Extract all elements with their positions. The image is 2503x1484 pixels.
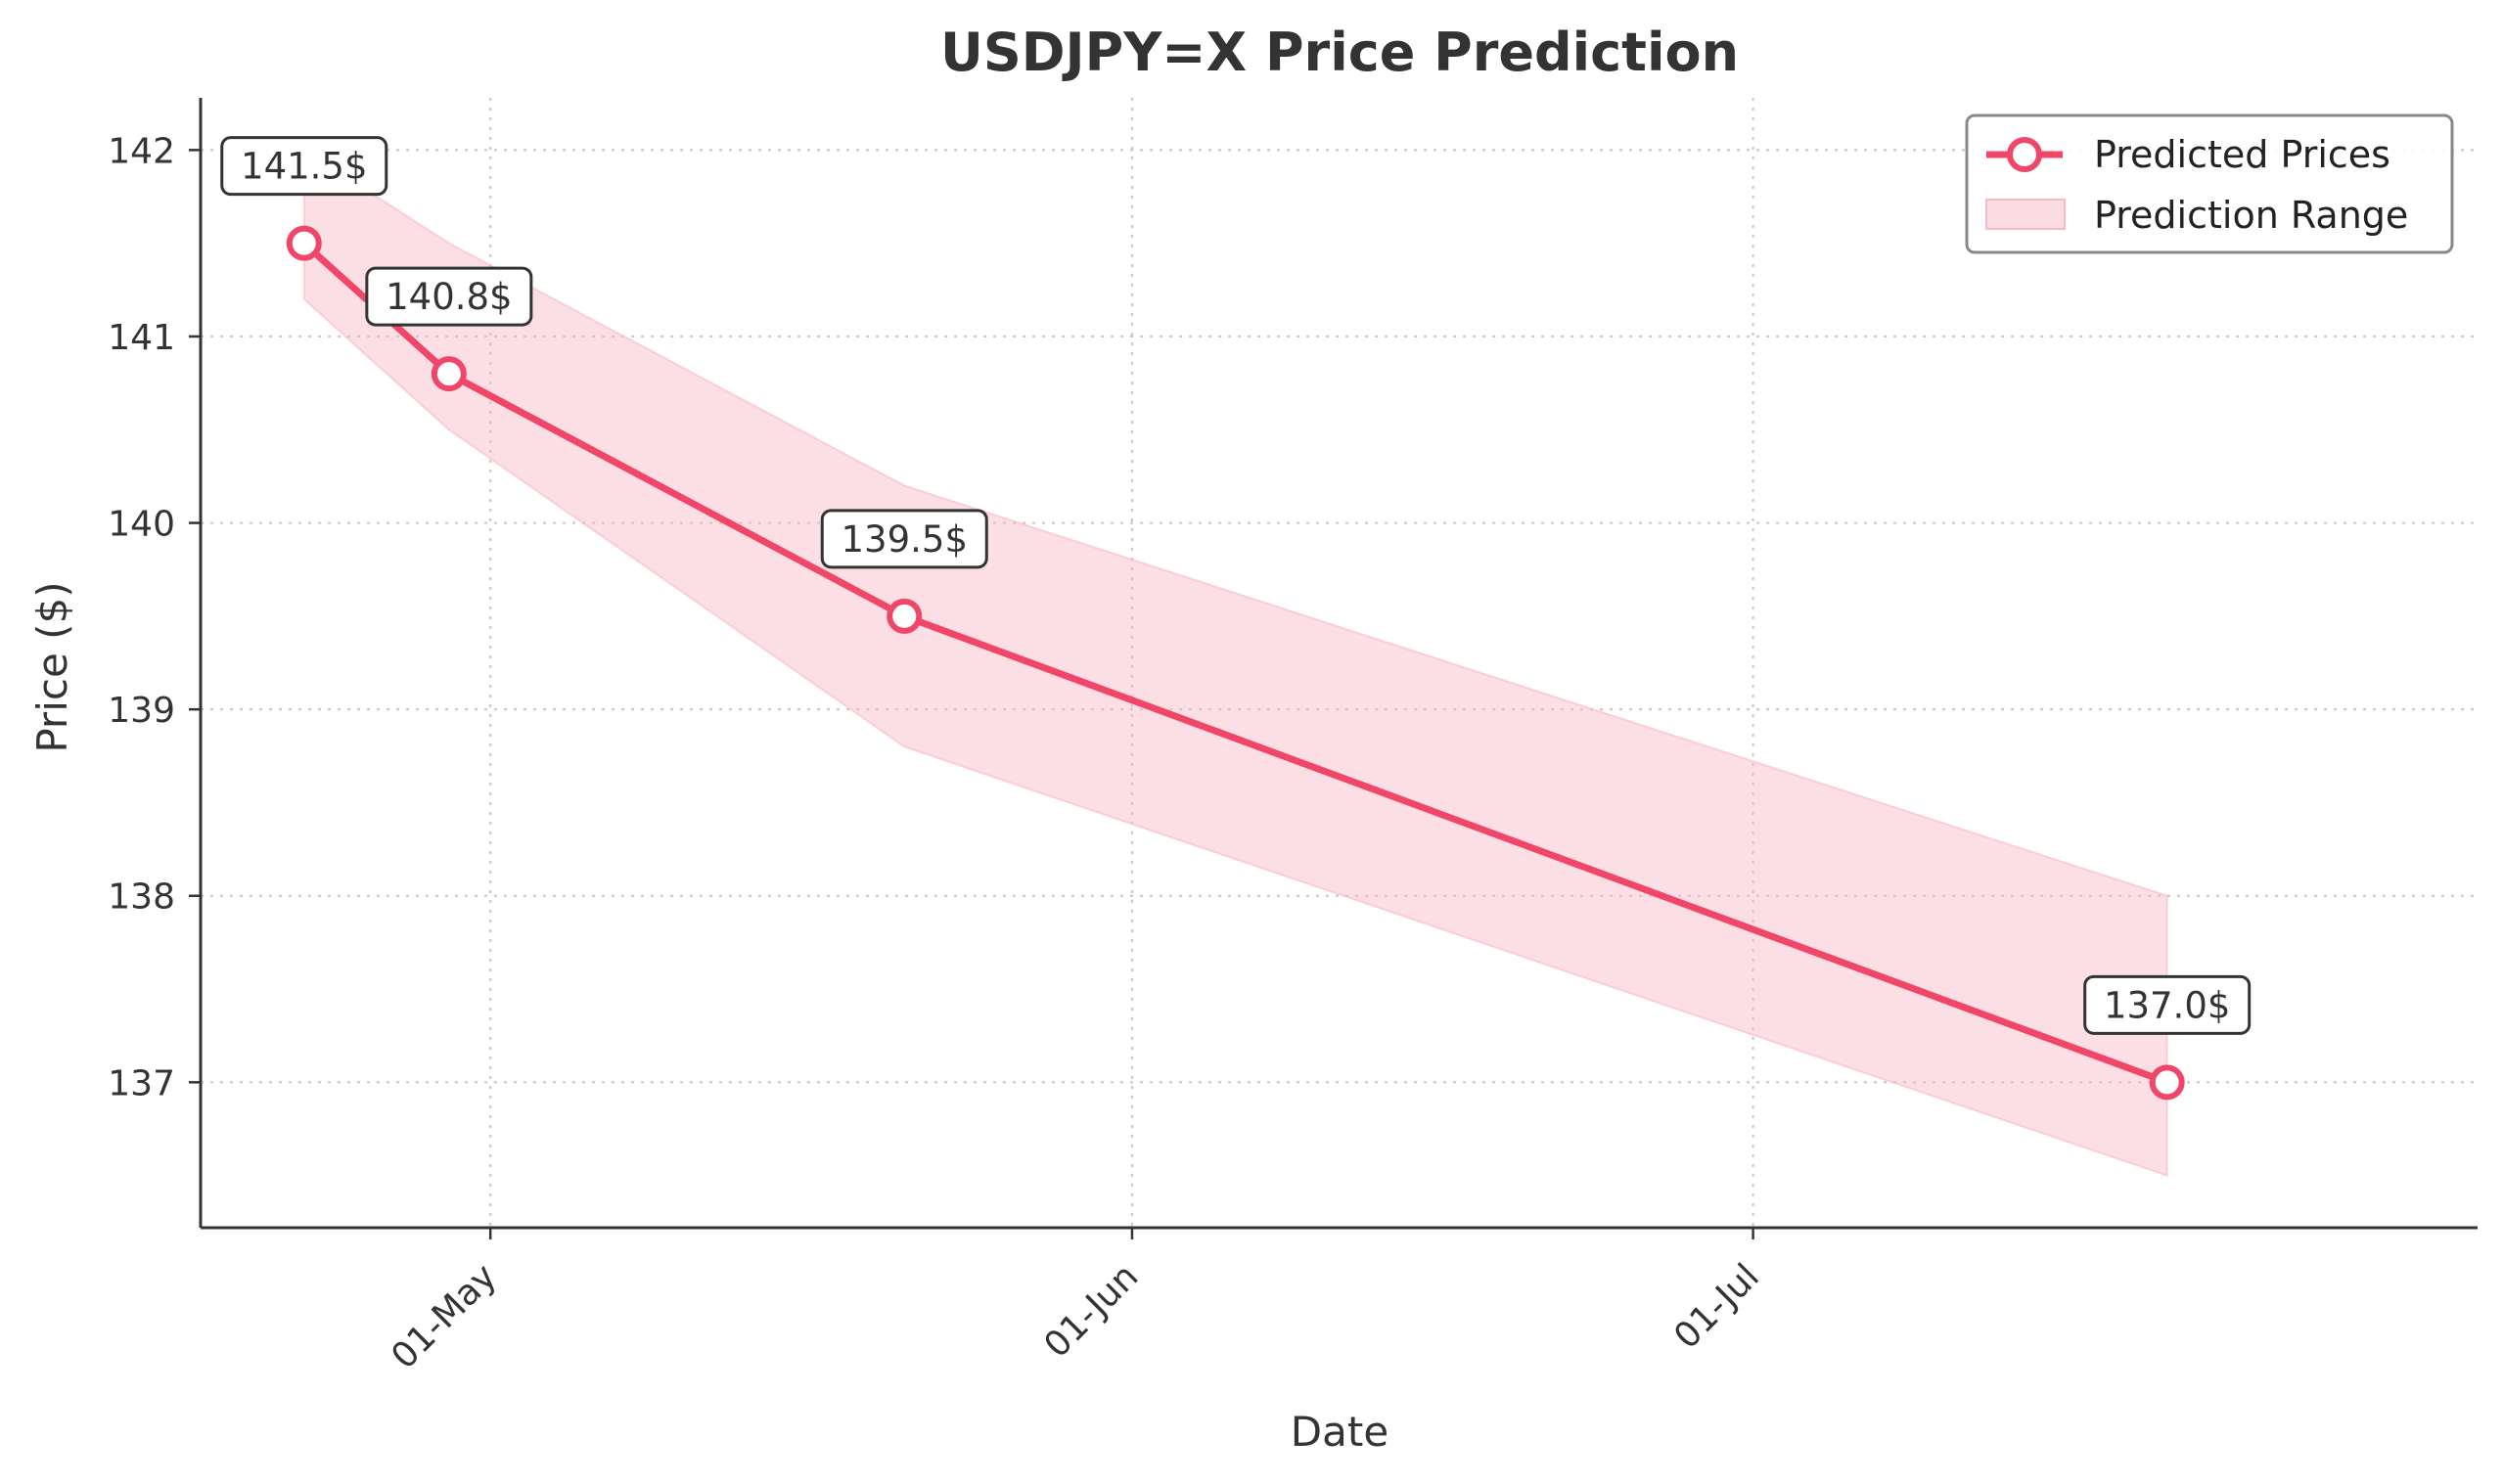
- x-tick-label: 01-Jun: [1037, 1256, 1147, 1366]
- legend-label-predicted: Predicted Prices: [2094, 133, 2390, 176]
- data-label: 139.5$: [842, 518, 968, 561]
- legend-marker-swatch: [2007, 137, 2042, 172]
- legend-frame: [1965, 113, 2454, 254]
- data-label: 137.0$: [2104, 984, 2230, 1026]
- data-label-box: 141.5$: [220, 136, 388, 197]
- y-axis-label: Price ($): [28, 581, 76, 752]
- legend: Predicted Prices Prediction Range: [1965, 113, 2454, 254]
- y-tick-label: 138: [108, 877, 175, 918]
- data-label-frame: [2083, 974, 2252, 1035]
- chart-title: USDJPY=X Price Prediction: [940, 22, 1739, 83]
- data-labels: 141.5$ 140.8$ 139.5$ 137.0$: [220, 136, 2252, 1035]
- x-tick-label: 01-Jul: [1666, 1256, 1767, 1357]
- prediction-range-band: [302, 148, 2168, 1178]
- data-label-frame: [820, 509, 988, 569]
- predicted-price-point: [431, 356, 467, 392]
- data-label-frame: [220, 136, 388, 197]
- y-tick-label: 141: [108, 318, 175, 358]
- data-label: 140.8$: [386, 276, 512, 318]
- data-label-box: 140.8$: [365, 266, 533, 327]
- data-label-frame: [365, 266, 533, 327]
- data-label: 141.5$: [241, 146, 367, 188]
- y-tick-label: 142: [108, 131, 175, 171]
- y-tick-label: 140: [108, 505, 175, 545]
- data-label-box: 139.5$: [820, 509, 988, 569]
- data-label-box: 137.0$: [2083, 974, 2252, 1035]
- prediction-range-area: [302, 148, 2168, 1178]
- y-tick-label: 139: [108, 691, 175, 731]
- legend-range-swatch: [1985, 199, 2066, 230]
- legend-label-range: Prediction Range: [2094, 194, 2408, 237]
- x-axis-label: Date: [1291, 1408, 1388, 1456]
- x-tick-label: 01-May: [384, 1256, 504, 1376]
- predicted-price-point: [887, 598, 923, 634]
- y-tick-label: 137: [108, 1063, 175, 1103]
- predicted-price-point: [2149, 1064, 2185, 1101]
- predicted-price-point: [286, 225, 322, 261]
